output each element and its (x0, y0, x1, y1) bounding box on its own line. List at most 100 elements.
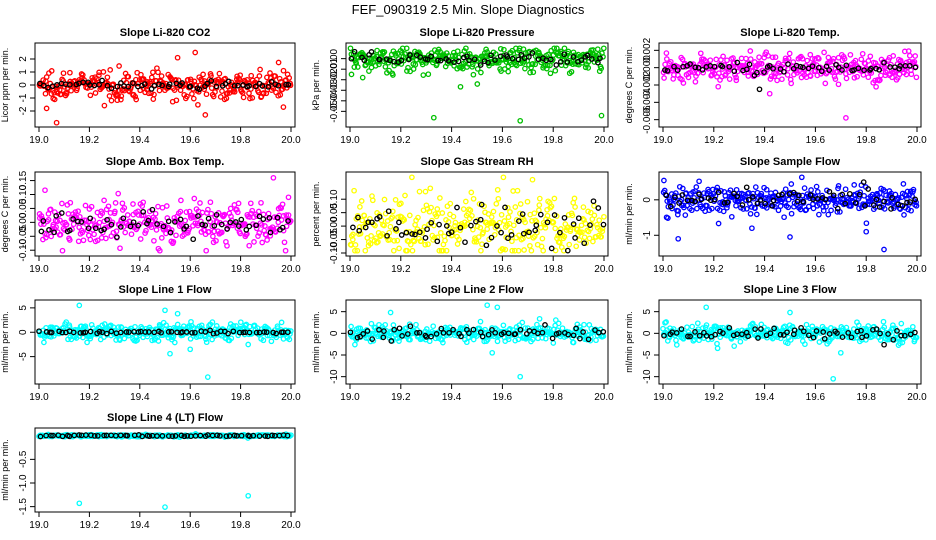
data-point (354, 334, 361, 341)
data-point (867, 53, 874, 60)
data-point (369, 219, 375, 226)
data-point (835, 183, 842, 189)
data-point (504, 53, 511, 60)
data-point (48, 68, 55, 74)
data-point (375, 239, 381, 245)
y-axis-label: ml/min per min. (0, 311, 10, 373)
data-point (745, 196, 752, 203)
outlier-point (76, 302, 83, 309)
data-point (542, 224, 549, 231)
data-point (456, 236, 462, 243)
data-point (501, 46, 507, 53)
data-point (780, 332, 787, 338)
data-point (458, 333, 464, 340)
data-point (366, 68, 372, 74)
data-point (768, 73, 775, 80)
data-point (580, 329, 586, 335)
data-point (478, 247, 484, 254)
panel-title: Slope Line 4 (LT) Flow (107, 412, 223, 424)
data-point (87, 236, 94, 243)
data-point (409, 174, 415, 181)
data-point (561, 45, 568, 52)
data-point (67, 69, 73, 76)
data-point (56, 328, 63, 335)
data-point (734, 59, 741, 66)
data-point (537, 325, 544, 331)
data-point (731, 59, 738, 66)
data-point (527, 69, 533, 76)
data-point (731, 190, 737, 197)
data-point (821, 49, 827, 56)
data-point (529, 50, 536, 56)
data-point (435, 57, 441, 64)
data-point (155, 203, 161, 210)
data-point (204, 80, 211, 87)
data-point (443, 223, 450, 229)
data-point (911, 58, 918, 65)
data-point (820, 329, 827, 335)
data-point (469, 63, 476, 70)
y-tick-label: 0.05 (329, 202, 340, 222)
data-point (207, 199, 214, 206)
data-point (227, 219, 234, 226)
y-tick-label: -0.05 (18, 224, 29, 247)
data-point (403, 229, 410, 236)
data-point (124, 212, 131, 218)
data-point (504, 204, 511, 211)
data-point (286, 336, 293, 343)
x-tick-label: 19.6 (493, 264, 513, 275)
data-point (601, 213, 607, 220)
data-point (98, 227, 105, 234)
data-point (696, 191, 702, 198)
data-point (213, 237, 219, 244)
data-point (517, 326, 524, 333)
data-point (120, 215, 127, 222)
data-point (43, 234, 49, 241)
data-point (398, 57, 405, 64)
data-point (183, 223, 190, 230)
panel-title: Slope Line 2 Flow (431, 284, 524, 296)
data-point (505, 235, 511, 242)
data-point (747, 56, 754, 62)
data-point (502, 204, 508, 211)
data-point (422, 235, 429, 241)
data-point (207, 327, 213, 334)
data-point (550, 219, 557, 226)
data-point (155, 338, 162, 344)
data-point (728, 213, 735, 220)
data-point (430, 323, 437, 330)
data-point (87, 92, 94, 99)
data-point (865, 323, 872, 329)
data-point (703, 322, 710, 328)
data-point (416, 329, 423, 336)
data-point (766, 62, 773, 69)
y-axis-label: ml/min per min. (624, 311, 634, 373)
data-point (260, 216, 267, 222)
data-point (416, 229, 423, 236)
series-1 (660, 304, 920, 382)
data-point (810, 205, 817, 212)
outlier-point (830, 375, 837, 382)
data-point (462, 239, 468, 246)
outlier-point (489, 349, 496, 356)
data-point (890, 336, 897, 343)
data-point (227, 205, 234, 212)
data-point (381, 196, 388, 203)
panel-title: Slope Li-820 Pressure (420, 27, 535, 39)
data-point (450, 213, 457, 220)
data-point (556, 330, 562, 336)
data-point (237, 230, 244, 237)
data-point (158, 329, 164, 336)
y-axis-label: percent per min. (311, 181, 321, 246)
data-point (715, 189, 722, 196)
y-tick-label: -0.004 (642, 88, 653, 117)
data-point (88, 203, 95, 210)
data-point (828, 207, 834, 214)
data-point (719, 73, 725, 80)
data-point (884, 67, 891, 74)
data-point (520, 230, 527, 237)
data-point (517, 201, 524, 207)
data-point (224, 242, 230, 249)
data-point (125, 83, 132, 90)
data-point (142, 329, 149, 335)
